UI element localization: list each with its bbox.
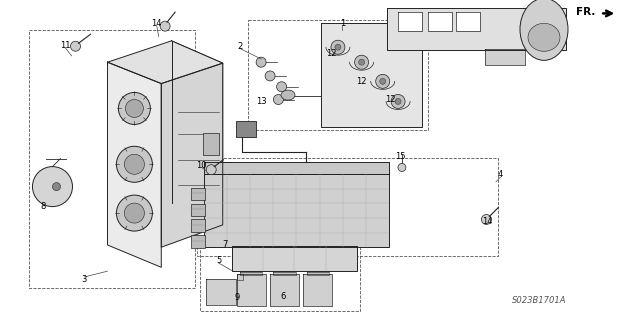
Bar [485,49,525,65]
Circle shape [355,55,369,69]
Bar [204,133,219,155]
Text: 8: 8 [41,202,46,211]
Text: 2: 2 [237,42,243,51]
Text: 11: 11 [60,41,70,50]
Polygon shape [204,162,389,174]
Bar [191,219,205,232]
Ellipse shape [281,90,295,100]
Circle shape [395,99,401,104]
Bar [456,12,480,31]
Circle shape [276,82,287,92]
Bar [428,12,452,31]
Circle shape [124,203,145,223]
Text: 12: 12 [385,95,396,104]
Circle shape [33,167,72,207]
Bar [191,188,205,200]
Text: 12: 12 [356,77,367,86]
Circle shape [124,154,145,174]
Circle shape [335,44,341,50]
Text: 9: 9 [234,293,239,302]
Circle shape [256,57,266,67]
Text: 7: 7 [223,240,228,249]
Circle shape [481,214,492,225]
Circle shape [391,94,405,108]
Bar [303,274,332,306]
Circle shape [331,40,345,54]
Bar [191,204,205,216]
Text: 10: 10 [196,161,207,170]
Text: 12: 12 [326,49,337,58]
Circle shape [273,94,284,105]
Text: 6: 6 [280,292,285,301]
Text: 14: 14 [152,19,162,28]
Text: FR.: FR. [576,7,595,18]
Circle shape [125,100,143,117]
Circle shape [380,78,386,84]
Text: 3: 3 [82,275,87,284]
Bar [237,274,266,306]
Circle shape [160,21,170,31]
Text: 15: 15 [395,152,405,161]
Circle shape [118,93,150,124]
Bar [240,272,262,275]
Circle shape [398,163,406,172]
Text: 5: 5 [216,256,221,265]
Circle shape [116,146,152,182]
Bar [398,12,422,31]
Bar [191,235,205,248]
Polygon shape [161,63,223,247]
Circle shape [206,165,216,175]
Text: 13: 13 [256,97,266,106]
Bar [232,246,357,271]
Circle shape [116,195,152,231]
Polygon shape [108,62,161,267]
Circle shape [265,71,275,81]
Text: S023B1701A: S023B1701A [511,296,566,305]
Circle shape [376,74,390,88]
Circle shape [358,59,365,65]
Text: 14: 14 [483,217,493,226]
Polygon shape [387,8,566,50]
Bar [206,279,236,305]
Text: 4: 4 [498,170,503,179]
Text: 1: 1 [340,19,345,28]
Bar [273,272,296,275]
Polygon shape [108,41,223,84]
Circle shape [52,182,61,191]
Bar [236,121,255,137]
Ellipse shape [528,23,560,51]
Bar [307,272,329,275]
Circle shape [70,41,81,51]
Polygon shape [172,41,223,225]
Bar [270,274,299,306]
Bar [321,23,422,127]
Bar [237,274,243,280]
Polygon shape [204,174,389,247]
Ellipse shape [520,0,568,60]
